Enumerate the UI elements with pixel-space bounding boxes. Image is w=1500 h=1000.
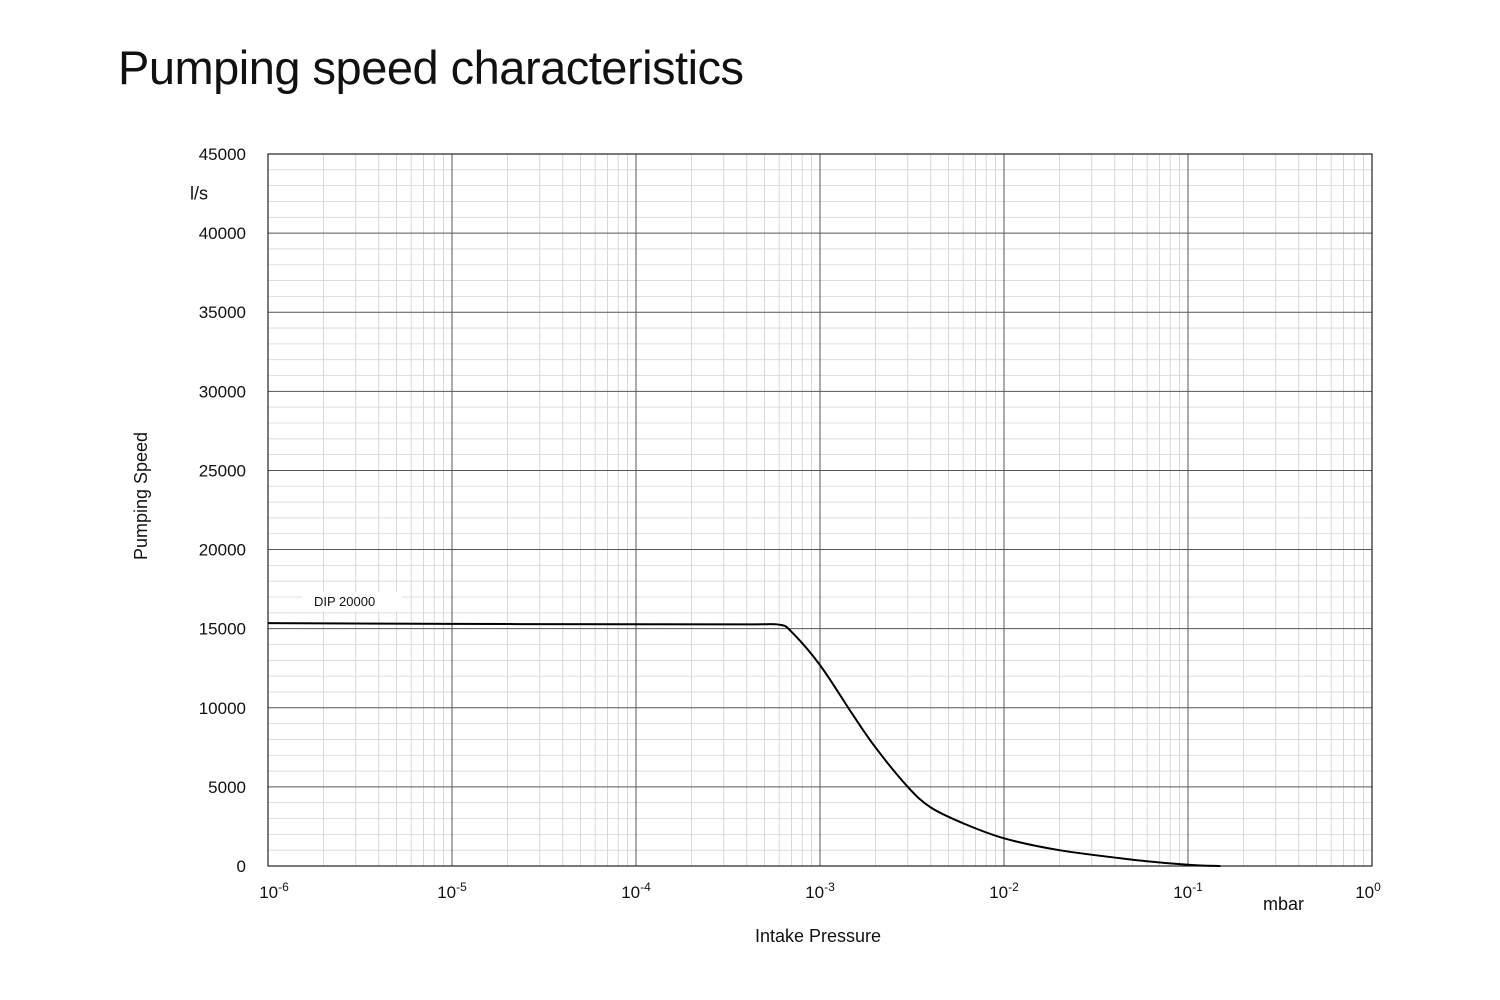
x-axis-label: Intake Pressure xyxy=(755,926,881,946)
y-tick-label: 0 xyxy=(237,857,246,876)
y-tick-labels: 0 5000 10000 15000 20000 25000 30000 35000 40000… xyxy=(199,145,246,876)
series-layer: DIP 20000 xyxy=(267,592,1221,867)
x-tick-label: 10-6 xyxy=(259,880,289,902)
y-tick-label: 35000 xyxy=(199,303,246,322)
y-tick-label: 45000 xyxy=(199,145,246,164)
y-tick-label: 40000 xyxy=(199,224,246,243)
series-label: DIP 20000 xyxy=(314,594,375,609)
major-grid xyxy=(267,153,1373,867)
x-unit-label: mbar xyxy=(1263,894,1304,914)
y-tick-label: 10000 xyxy=(199,699,246,718)
x-tick-label: 10-1 xyxy=(1173,880,1203,902)
x-tick-label: 10-3 xyxy=(805,880,835,902)
y-axis-label: Pumping Speed xyxy=(131,432,151,560)
y-tick-label: 25000 xyxy=(199,461,246,480)
x-tick-label: 10-5 xyxy=(437,880,467,902)
page-title: Pumping speed characteristics xyxy=(118,41,744,94)
series-line xyxy=(267,622,1221,867)
y-tick-label: 30000 xyxy=(199,382,246,401)
x-tick-labels: 10-6 10-5 10-4 10-3 10-2 10-1 100 xyxy=(259,880,1381,902)
plot-frame xyxy=(267,153,1373,867)
y-tick-label: 20000 xyxy=(199,541,246,560)
y-unit-label: l/s xyxy=(190,184,208,204)
y-tick-label: 15000 xyxy=(199,620,246,639)
series-label-background xyxy=(302,592,402,612)
y-tick-label: 5000 xyxy=(208,778,246,797)
x-tick-label: 10-2 xyxy=(989,880,1019,902)
x-tick-label: 100 xyxy=(1355,880,1381,902)
x-tick-label: 10-4 xyxy=(621,880,651,902)
